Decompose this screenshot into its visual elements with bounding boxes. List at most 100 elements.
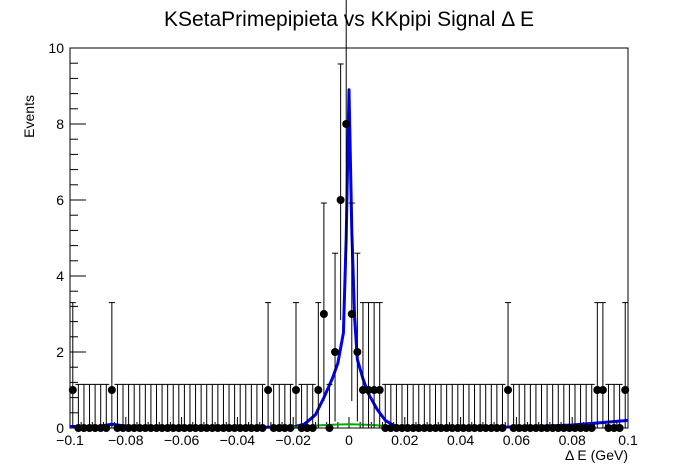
data-point — [509, 424, 518, 432]
data-point — [520, 424, 529, 432]
data-point — [185, 424, 194, 432]
data-point — [386, 424, 395, 432]
data-point — [130, 424, 139, 432]
data-point — [398, 424, 407, 432]
data-point — [236, 424, 245, 432]
data-point — [347, 310, 356, 318]
data-point — [515, 424, 524, 432]
data-point — [604, 424, 613, 432]
data-point — [353, 348, 362, 356]
data-point — [481, 424, 490, 432]
data-point — [74, 424, 83, 432]
data-point — [476, 424, 485, 432]
data-point — [470, 424, 479, 432]
data-point — [85, 424, 94, 432]
data-point — [107, 386, 116, 394]
data-point — [336, 196, 345, 204]
data-point — [548, 424, 557, 432]
data-point — [598, 386, 607, 394]
data-point — [392, 424, 401, 432]
data-point — [487, 424, 496, 432]
x-tick-label: −0.1 — [56, 432, 84, 448]
x-tick-label: 0.06 — [503, 432, 530, 448]
data-point — [370, 386, 379, 394]
data-point — [169, 424, 178, 432]
data-point — [331, 348, 340, 356]
data-point — [610, 424, 619, 432]
data-point — [381, 424, 390, 432]
chart-title: KSetaPrimepipieta vs KKpipi Signal Δ E — [164, 8, 534, 31]
x-axis-label: Δ E (GeV) — [565, 447, 628, 463]
x-tick-label: 0.04 — [447, 432, 474, 448]
data-point — [275, 424, 284, 432]
data-point — [325, 424, 334, 432]
data-point — [409, 424, 418, 432]
data-point — [364, 386, 373, 394]
data-marks — [68, 0, 630, 432]
data-point — [504, 386, 513, 394]
y-axis-label: Events — [21, 95, 37, 138]
data-point — [587, 424, 596, 432]
data-point — [141, 424, 150, 432]
data-point — [102, 424, 111, 432]
data-point — [492, 424, 501, 432]
data-point — [453, 424, 462, 432]
data-point — [202, 424, 211, 432]
data-point — [280, 424, 289, 432]
data-point — [124, 424, 133, 432]
x-tick-label: −0.06 — [164, 432, 200, 448]
data-point — [403, 424, 412, 432]
y-tick-label: 0 — [56, 420, 64, 436]
data-point — [297, 424, 306, 432]
data-point — [420, 424, 429, 432]
data-point — [531, 424, 540, 432]
data-point — [241, 424, 250, 432]
data-point — [442, 424, 451, 432]
data-point — [258, 424, 267, 432]
data-point — [225, 424, 234, 432]
x-tick-label: −0.08 — [108, 432, 144, 448]
data-point — [431, 424, 440, 432]
data-point — [79, 424, 88, 432]
data-point — [537, 424, 546, 432]
y-tick-label: 6 — [56, 192, 64, 208]
y-tick-label: 10 — [48, 40, 64, 56]
data-point — [498, 424, 507, 432]
x-tick-label: 0.02 — [391, 432, 418, 448]
data-point — [119, 424, 128, 432]
y-tick-label: 2 — [56, 344, 64, 360]
data-point — [565, 424, 574, 432]
data-point — [308, 424, 317, 432]
data-point — [197, 424, 206, 432]
fit-curve-0 — [70, 88, 629, 430]
data-point — [269, 424, 278, 432]
data-point — [252, 424, 261, 432]
data-point — [96, 424, 105, 432]
y-tick-label: 8 — [56, 116, 64, 132]
data-point — [264, 386, 273, 394]
data-point — [68, 386, 77, 394]
data-point — [191, 424, 200, 432]
data-point — [459, 424, 468, 432]
data-point — [135, 424, 144, 432]
data-point — [554, 424, 563, 432]
data-point — [291, 386, 300, 394]
data-point — [146, 424, 155, 432]
data-point — [425, 424, 434, 432]
data-point — [303, 424, 312, 432]
data-point — [158, 424, 167, 432]
x-tick-label: 0.1 — [618, 432, 638, 448]
data-point — [615, 424, 624, 432]
data-point — [286, 424, 295, 432]
x-tick-label: 0.08 — [559, 432, 586, 448]
data-point — [437, 424, 446, 432]
data-point — [113, 424, 122, 432]
data-point — [91, 424, 100, 432]
data-point — [543, 424, 552, 432]
data-point — [163, 424, 172, 432]
x-tick-label: −0.02 — [275, 432, 311, 448]
data-point — [213, 424, 222, 432]
data-point — [219, 424, 228, 432]
data-point — [414, 424, 423, 432]
